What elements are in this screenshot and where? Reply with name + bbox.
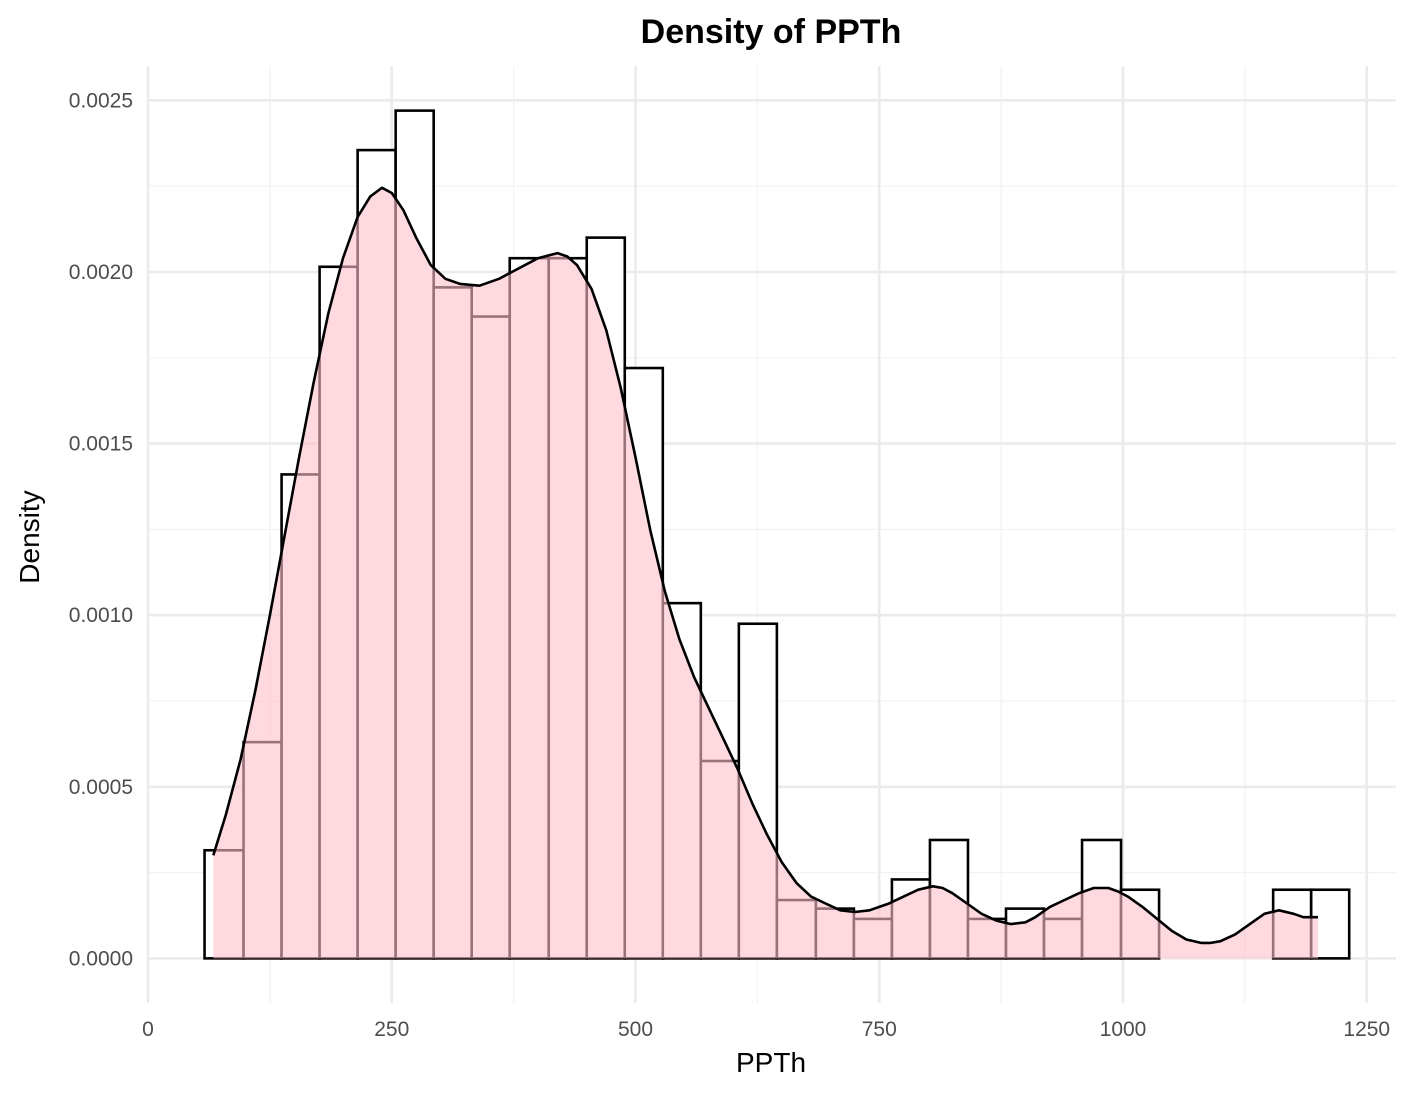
y-tick-label: 0.0005: [69, 776, 133, 799]
chart-title: Density of PPTh: [641, 13, 902, 51]
x-tick-label: 750: [862, 1018, 897, 1041]
x-tick-label: 0: [142, 1018, 154, 1041]
x-axis-title: PPTh: [736, 1047, 806, 1078]
axes-layer: 0 250 500 750 1000 1250 0.0000 0.0005 0.0010 0.00…: [69, 89, 1390, 1041]
x-tick-label: 500: [618, 1018, 653, 1041]
x-tick-label: 1250: [1343, 1018, 1390, 1041]
x-tick-label: 1000: [1100, 1018, 1147, 1041]
density-curve-layer: [212, 186, 1318, 959]
y-tick-label: 0.0025: [69, 89, 133, 112]
y-tick-label: 0.0000: [69, 947, 133, 970]
y-tick-label: 0.0015: [69, 433, 133, 456]
y-tick-label: 0.0020: [69, 261, 133, 284]
density-line: [212, 186, 1318, 945]
x-tick-label: 250: [374, 1018, 409, 1041]
y-axis-title: Density: [14, 490, 45, 583]
y-tick-label: 0.0010: [69, 604, 133, 627]
density-area: [213, 187, 1318, 959]
